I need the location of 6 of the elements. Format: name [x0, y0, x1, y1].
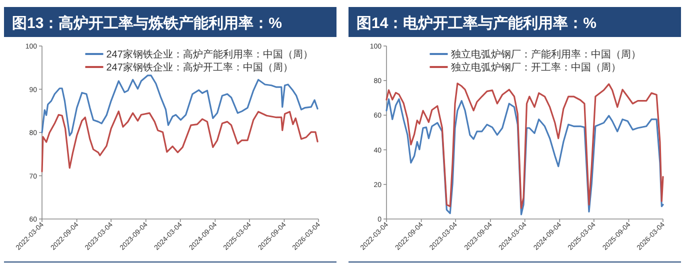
legend-label: 247家钢铁企业：高炉开工率：中国（周） — [106, 62, 293, 74]
legend-label: 独立电弧炉钢厂：开工率：中国（周） — [450, 62, 621, 74]
chart-title: 图14：电炉开工率与产能利用率：% — [356, 14, 597, 32]
legend-label: 247家钢铁企业：高炉产能利用率：中国（周） — [106, 48, 313, 60]
chart-title: 图13：高炉开工率与炼铁产能利用率：% — [12, 14, 282, 32]
legend-label: 独立电弧炉钢厂：产能利用率：中国（周） — [450, 48, 641, 60]
